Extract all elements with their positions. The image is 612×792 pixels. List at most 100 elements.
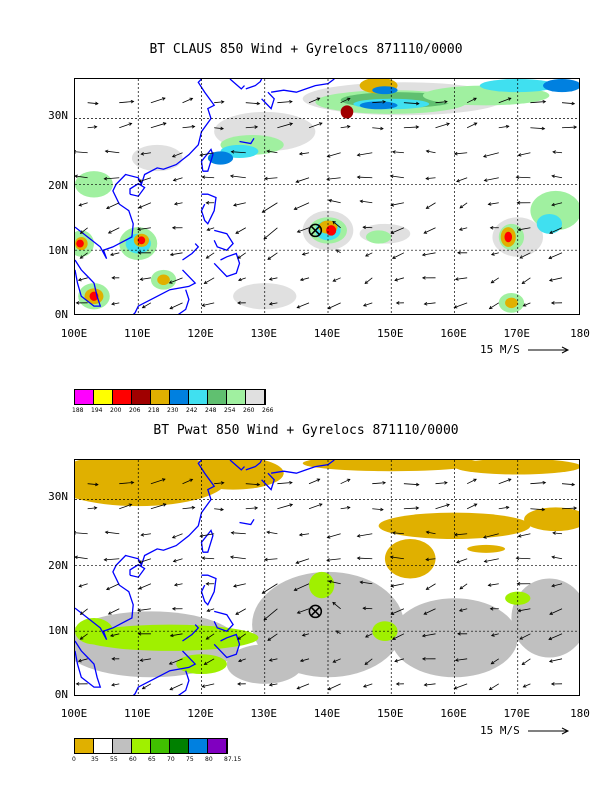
wind-vector-arrow-icon [308,122,323,129]
wind-vector-arrow-icon [490,633,499,637]
wind-vector-arrow-icon [245,101,261,106]
shading-region [384,539,436,579]
wind-vector-arrow-icon [245,482,261,487]
coastline [213,633,241,659]
coastline [213,610,234,632]
x-tick-label: 140E [313,327,341,340]
wind-vector-arrow-icon [308,478,321,485]
coastline [261,472,275,491]
wind-vector-arrow-icon [171,607,183,611]
wind-vector-arrow-icon [328,579,341,585]
wind-vector-arrow-icon [138,583,152,590]
wind-vector-arrow-icon [425,557,436,562]
shading-region [182,460,284,490]
wind-vector-arrow-icon [293,583,310,591]
wind-vector-arrow-icon [490,277,499,284]
wind-vector-arrow-icon [235,608,246,615]
colorbar-swatch [94,390,113,404]
wind-vector-arrow-icon [277,122,294,129]
wind-vector-arrow-icon [327,683,341,691]
wind-vector-arrow-icon [214,507,224,512]
wind-vector-arrow-icon [169,683,183,691]
wind-vector-arrow-icon [230,150,246,154]
colorbar-value: 80 [205,756,213,763]
wind-vector-arrow-icon [425,583,436,590]
wind-vector-arrow-icon [229,555,246,560]
wind-vector-arrow-icon [268,658,278,662]
y-tick-label: 10N [48,244,68,257]
wind-vector-arrow-icon [79,252,88,259]
wind-vector-arrow-icon [104,149,120,154]
wind-vector-arrow-icon [107,227,120,234]
wind-vector-arrow-icon [296,302,310,309]
wind-vector-arrow-icon [372,100,387,104]
wind-vector-arrow-icon [453,302,468,309]
wind-scale-label: 15 M/S [480,343,572,356]
wind-vector-arrow-icon [528,727,570,735]
wind-vector-arrow-icon [201,683,215,688]
wind-vector-arrow-icon [172,177,183,182]
wind-vector-arrow-icon [182,124,196,129]
wind-vector-arrow-icon [229,174,246,179]
colorbar-swatch [113,390,132,404]
colorbar-value: 200 [110,407,122,414]
coastline [200,193,217,225]
wind-vector-arrow-icon [340,505,351,510]
x-tick-label: 180 [570,327,590,340]
shading-region [524,507,579,532]
y-tick-label: 0N [54,688,68,701]
wind-vector-arrow-icon [110,252,120,257]
shading-region [467,544,506,553]
wind-vector-arrow-icon [365,633,373,638]
wind-vector-arrow-icon [103,176,120,181]
wind-vector-arrow-icon [78,202,88,207]
wind-vector-arrow-icon [138,202,152,209]
wind-vector-arrow-icon [295,177,310,183]
wind-vector-arrow-icon [77,658,88,663]
wind-vector-arrow-icon [487,202,499,206]
shading-region [505,297,518,309]
colorbar-value: 194 [91,407,103,414]
wind-vector-arrow-icon [263,227,278,240]
wind-vector-arrow-icon [237,682,246,686]
wind-vector-arrow-icon [482,533,499,539]
wind-vector-arrow-icon [435,122,450,129]
wind-vector-arrow-icon [237,633,247,640]
coastline [239,518,255,526]
wind-vector-arrow-icon [332,601,341,610]
wind-vector-arrow-icon [75,682,88,686]
wind-vector-arrow-icon [548,277,563,282]
wind-vector-arrow-icon [421,276,436,280]
wind-vector-arrow-icon [139,277,151,281]
wind-vector-arrow-icon [107,608,120,615]
map-canvas [75,79,579,314]
x-tick-label: 180 [570,707,590,720]
colorbar-value: 75 [186,756,194,763]
wind-scale-text: 15 M/S [480,724,520,737]
colorbar-value: 0 [72,756,76,763]
shading-region [137,236,146,245]
coastline [200,148,214,172]
wind-vector-arrow-icon [140,533,151,537]
x-tick-label: 160E [440,707,467,720]
wind-vector-arrow-icon [75,301,88,305]
wind-vector-arrow-icon [423,683,436,687]
wind-vector-arrow-icon [530,99,547,104]
wind-vector-arrow-icon [466,503,478,510]
wind-vector-arrow-icon [454,658,468,662]
wind-vector-arrow-icon [551,202,563,207]
wind-vector-arrow-icon [168,658,183,665]
wind-vector-arrow-icon [372,481,387,485]
wind-vector-arrow-icon [268,277,278,281]
colorbar-swatch [189,390,208,404]
colorbar-swatch [132,739,151,753]
shading-region [511,578,579,658]
wind-vector-arrow-icon [458,227,468,231]
wind-vector-arrow-icon [548,633,563,641]
wind-vector-arrow-icon [498,124,510,129]
wind-vector-arrow-icon [171,152,183,158]
wind-vector-arrow-icon [435,503,450,510]
wind-vector-arrow-icon [277,480,293,485]
coastline [229,460,245,471]
wind-vector-arrow-icon [75,150,88,154]
